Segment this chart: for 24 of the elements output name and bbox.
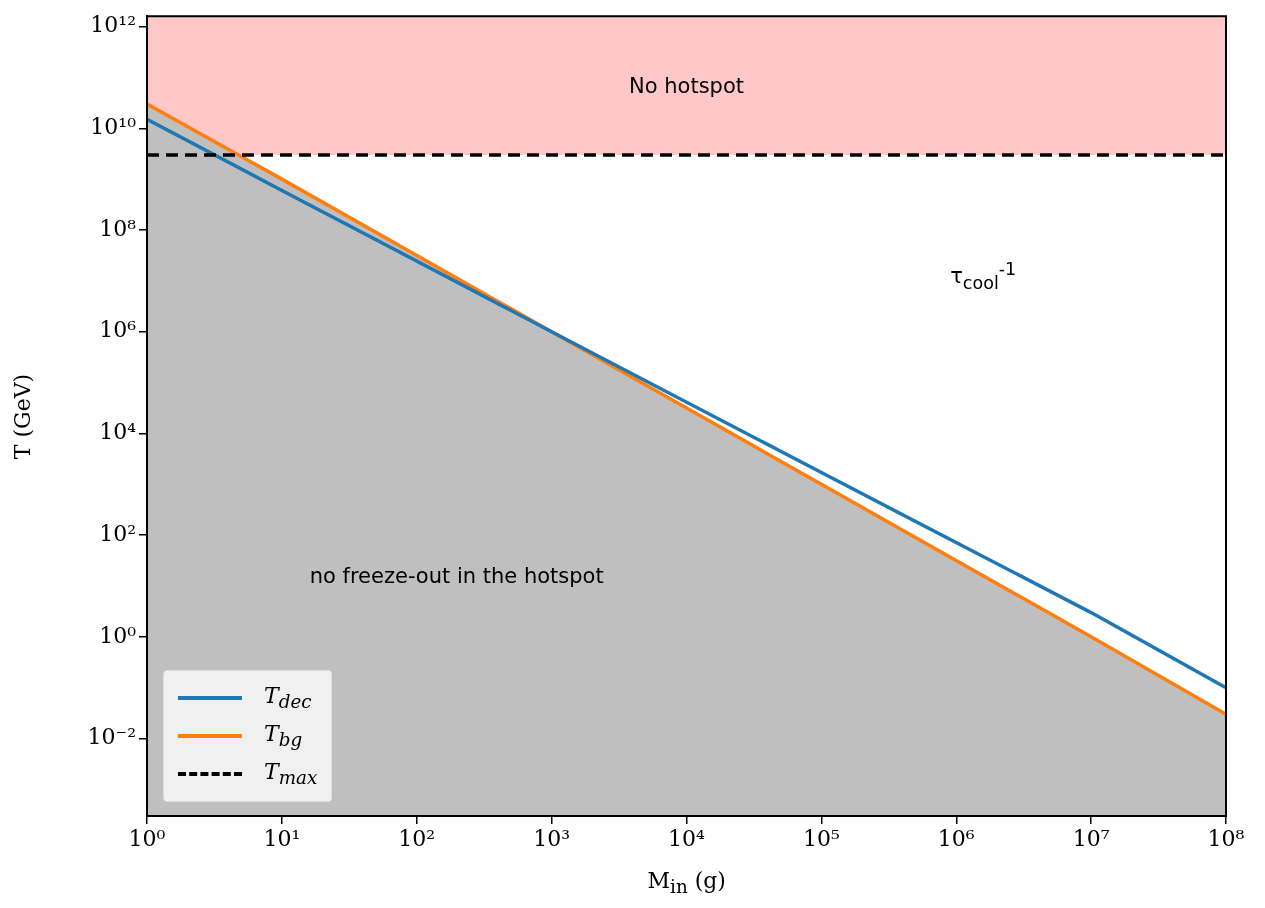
y-tick-label: 10⁶ [99,317,137,343]
y-tick-label: 10¹⁰ [90,114,137,140]
annotation: no freeze-out in the hotspot [309,564,604,589]
x-tick-label: 10⁷ [1072,825,1110,851]
y-tick-label: 10⁻² [87,724,136,750]
y-tick-label: 10⁸ [99,215,137,241]
legend-label: T$_{max}$ [264,759,318,789]
x-axis-title: M$_{in}$ (g) [647,868,726,898]
legend-label: T$_{dec}$ [264,683,312,713]
y-tick-label: 10⁰ [99,622,137,648]
y-tick-label: 10¹² [90,12,136,38]
y-tick-label: 10² [99,520,136,546]
x-tick-label: 10⁵ [802,825,840,851]
y-axis-title: T (GeV) [9,373,35,459]
band-label: No hotspot [629,73,744,98]
x-tick-label: 10⁴ [668,825,706,851]
legend-label: T$_{bg}$ [264,721,303,751]
x-tick-label: 10² [398,825,436,851]
y-tick-label: 10⁴ [99,419,137,445]
x-tick-label: 10⁶ [937,825,975,851]
x-tick-label: 10³ [533,825,571,851]
x-tick-label: 10¹ [263,825,301,851]
x-tick-label: 10⁸ [1207,825,1245,851]
x-tick-label: 10⁰ [128,825,166,851]
